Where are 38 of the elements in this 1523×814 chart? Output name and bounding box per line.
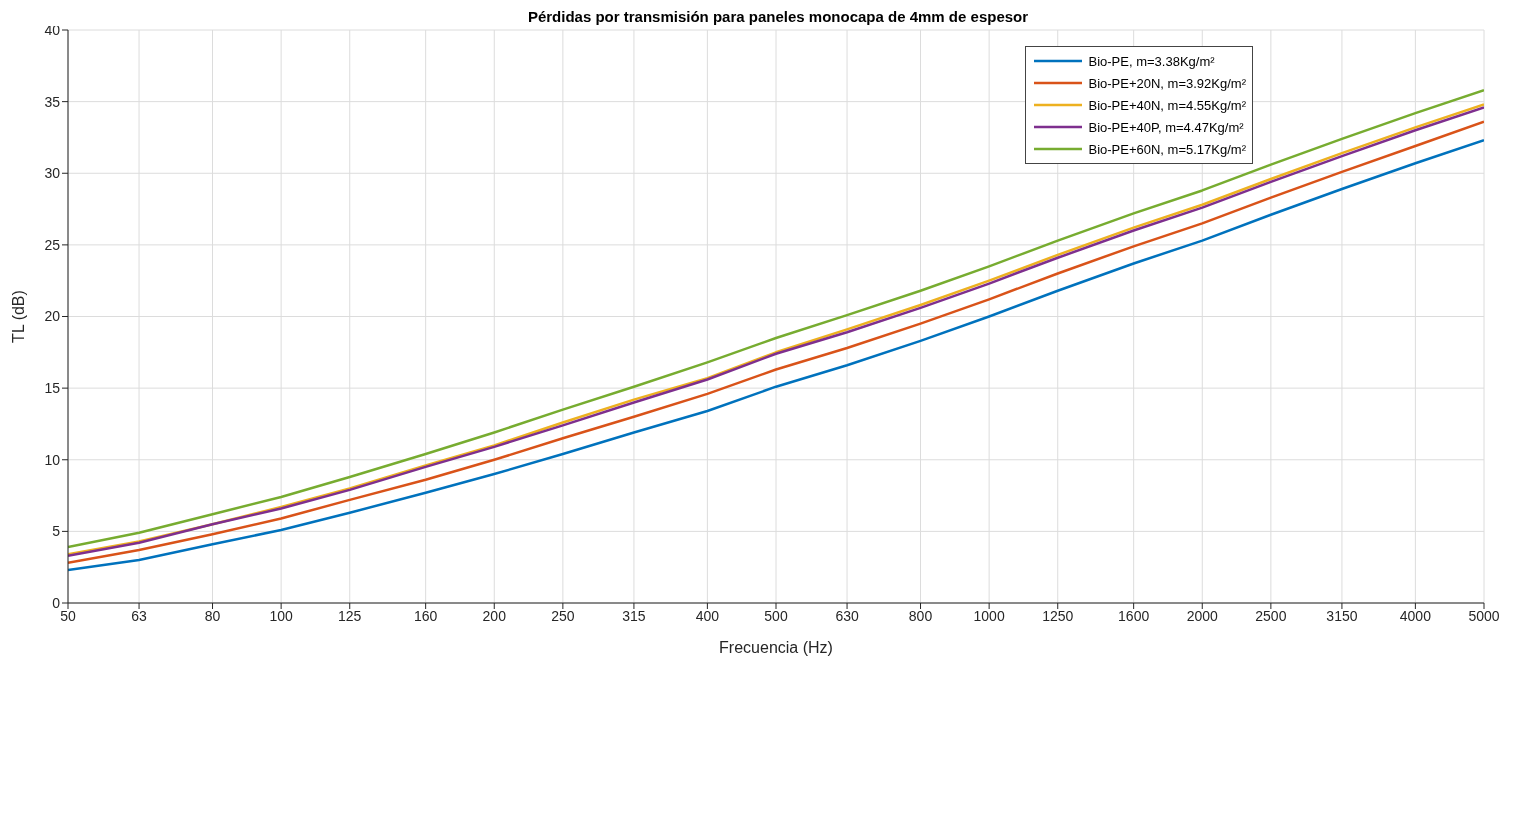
x-tick-label: 4000	[1399, 607, 1432, 624]
x-tick-label: 3150	[1326, 607, 1358, 624]
x-tick-label: 5000	[1468, 607, 1500, 624]
y-tick-label: 15	[44, 380, 61, 397]
x-tick-label: 2500	[1255, 607, 1287, 624]
x-tick-label: 500	[764, 607, 788, 624]
y-tick-label: 40	[44, 21, 61, 38]
legend-label: Bio-PE, m=3.38Kg/m²	[1088, 53, 1215, 69]
x-tick-label: 2000	[1186, 607, 1219, 624]
x-tick-label: 1000	[973, 607, 1005, 624]
y-tick-label: 30	[44, 165, 61, 182]
x-axis-title: Frecuencia (Hz)	[719, 639, 833, 656]
y-tick-label: 35	[44, 93, 61, 110]
y-tick-label: 5	[52, 523, 61, 540]
legend-label: Bio-PE+20N, m=3.92Kg/m²	[1088, 75, 1246, 91]
legend-label: Bio-PE+40N, m=4.55Kg/m²	[1088, 97, 1246, 113]
x-tick-label: 100	[269, 607, 294, 624]
x-tick-label: 250	[551, 607, 575, 624]
x-tick-label: 1250	[1042, 607, 1074, 624]
x-tick-label: 50	[60, 607, 76, 624]
y-tick-label: 0	[52, 594, 61, 611]
legend-label: Bio-PE+60N, m=5.17Kg/m²	[1088, 141, 1246, 157]
x-tick-label: 400	[695, 607, 720, 624]
x-tick-label: 125	[338, 607, 362, 624]
legend-label: Bio-PE+40P, m=4.47Kg/m²	[1088, 119, 1244, 135]
x-tick-label: 80	[204, 607, 221, 624]
x-tick-label: 200	[482, 607, 507, 624]
x-tick-label: 630	[835, 607, 859, 624]
chart-title: Pérdidas por transmisión para paneles monocapa de 4mm de espesor	[527, 8, 1029, 25]
x-tick-label: 1600	[1118, 607, 1150, 624]
y-tick-label: 20	[44, 308, 61, 325]
y-tick-label: 10	[44, 451, 61, 468]
x-tick-label: 160	[413, 607, 438, 624]
x-tick-label: 800	[908, 607, 933, 624]
x-tick-label: 63	[131, 607, 148, 624]
y-tick-label: 25	[44, 236, 61, 253]
y-axis-title: TL (dB)	[9, 290, 27, 343]
x-tick-label: 315	[622, 607, 646, 624]
